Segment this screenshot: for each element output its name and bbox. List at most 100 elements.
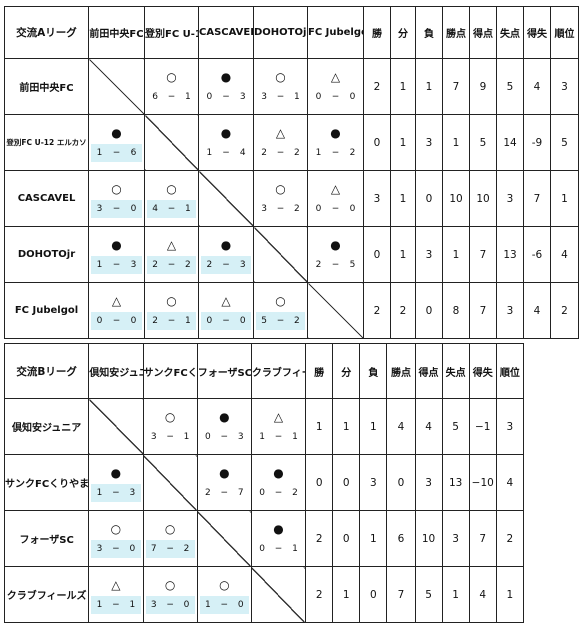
score: 3−1 (146, 428, 195, 446)
score: 1−3 (91, 256, 142, 274)
stat-cell: 0 (415, 170, 443, 227)
score: 1−1 (254, 428, 303, 446)
result-mark: △ (330, 182, 341, 196)
score-separator: − (112, 544, 120, 554)
score: 3−2 (256, 200, 305, 218)
score-separator: − (166, 544, 174, 554)
score-away: 1 (129, 600, 136, 610)
self-match-cell (142, 454, 198, 511)
team-row: 登別FC U-12 エルカソ ● 1−6 ● 1−4 △ 2−2 ● 1−2 0 1 3 1 5 14 -9 5 (4, 114, 579, 171)
score: 1−2 (310, 144, 361, 162)
stat-cell: 1 (332, 398, 361, 455)
score: 3−0 (91, 540, 141, 558)
stat-cell: 4 (386, 398, 416, 455)
column-header-stat: 順位 (495, 343, 525, 399)
stat-cell: 1 (442, 226, 470, 283)
team-name: クラブフィールズ (3, 566, 90, 623)
stat-cell: 0 (332, 510, 361, 567)
stat-cell: 10 (414, 510, 443, 567)
score-away: 2 (184, 260, 191, 270)
score-home: 2 (205, 488, 211, 498)
stat-cell: 7 (468, 510, 497, 567)
score-separator: − (331, 148, 340, 158)
stat-cell: 5 (496, 58, 524, 115)
match-cell: ● 2−7 (196, 454, 252, 511)
team-name: 登別FC U-12 エルカソ (4, 114, 89, 171)
result-mark: ○ (166, 182, 177, 196)
stat-cell: 3 (550, 58, 579, 115)
stat-cell: 1 (390, 114, 416, 171)
result-mark: ● (273, 466, 284, 480)
team-row: 前田中央FC ○ 6−1 ● 0−3 ○ 3−1 △ 0−0 2 1 1 7 9 5 4 3 (4, 58, 579, 115)
match-cell: △ 1−1 (88, 566, 144, 623)
stat-cell: 1 (390, 58, 416, 115)
result-mark: ○ (164, 578, 176, 592)
score-away: 1 (184, 204, 191, 214)
stat-cell: 1 (305, 398, 334, 455)
league-title: 交流Bリーグ (3, 343, 90, 399)
result-mark: ● (220, 126, 232, 140)
stat-cell: 3 (414, 454, 443, 511)
team-row: CASCAVEL ○ 3−0 ○ 4−1 ○ 3−2 △ 0−0 3 1 0 10 10 3 7 1 (4, 170, 579, 227)
column-header-stat: 勝 (363, 6, 391, 59)
stat-cell: 7 (469, 282, 497, 339)
stat-cell: 5 (550, 114, 579, 171)
stat-cell: −1 (468, 398, 497, 455)
score-away: 0 (129, 544, 136, 554)
score-home: 3 (96, 544, 103, 554)
result-mark: △ (221, 294, 231, 308)
team-name: 倶知安ジュニア (3, 398, 90, 455)
score-separator: − (222, 148, 230, 158)
result-mark: ○ (166, 294, 177, 308)
stat-cell: 10 (469, 170, 497, 227)
stat-cell: 7 (469, 226, 497, 283)
score-away: 3 (239, 260, 246, 270)
column-header-team: 登別FC U-12 エルカソ (144, 6, 199, 59)
score-home: 1 (259, 432, 265, 442)
score-separator: − (276, 204, 285, 214)
score-home: 3 (96, 204, 103, 214)
stat-cell: 5 (441, 398, 470, 455)
column-header-stat: 失点 (441, 343, 470, 399)
stat-cell: 2 (495, 510, 525, 567)
stat-cell: 1 (359, 398, 388, 455)
result-mark: △ (111, 294, 122, 308)
score-home: 3 (150, 600, 157, 610)
stat-cell: 3 (441, 510, 470, 567)
stat-cell: 4 (414, 398, 443, 455)
score-away: 1 (183, 432, 190, 442)
score-away: 2 (293, 316, 300, 326)
stat-cell: 1 (390, 170, 416, 227)
score-separator: − (166, 432, 174, 442)
score: 3−0 (91, 200, 142, 218)
score: 5−2 (256, 312, 305, 330)
match-cell: ○ 3−0 (88, 170, 145, 227)
stat-cell: 1 (359, 510, 388, 567)
column-header-stat: 順位 (550, 6, 579, 59)
stat-cell: 2 (550, 282, 579, 339)
score-separator: − (274, 488, 283, 498)
column-header-team: クラブフィールズ (250, 343, 307, 399)
match-cell: △ 0−0 (307, 170, 364, 227)
score-separator: − (167, 204, 176, 214)
score-away: 0 (130, 316, 137, 326)
result-mark: ○ (164, 410, 176, 424)
column-header-stat: 得点 (414, 343, 443, 399)
self-match-cell (88, 58, 145, 115)
score-away: 4 (239, 148, 246, 158)
score-away: 1 (292, 432, 298, 442)
score-home: 0 (205, 432, 211, 442)
score-separator: − (112, 204, 121, 214)
result-mark: ○ (110, 522, 122, 536)
stat-cell: 1 (495, 566, 525, 623)
score-home: 3 (261, 92, 268, 102)
team-name: FC Jubelgol (4, 282, 89, 339)
score-separator: − (276, 316, 285, 326)
result-mark: △ (166, 238, 177, 252)
score-away: 0 (239, 316, 246, 326)
result-mark: ● (220, 238, 232, 252)
league-title: 交流Aリーグ (4, 6, 89, 59)
result-mark: ○ (111, 182, 122, 196)
